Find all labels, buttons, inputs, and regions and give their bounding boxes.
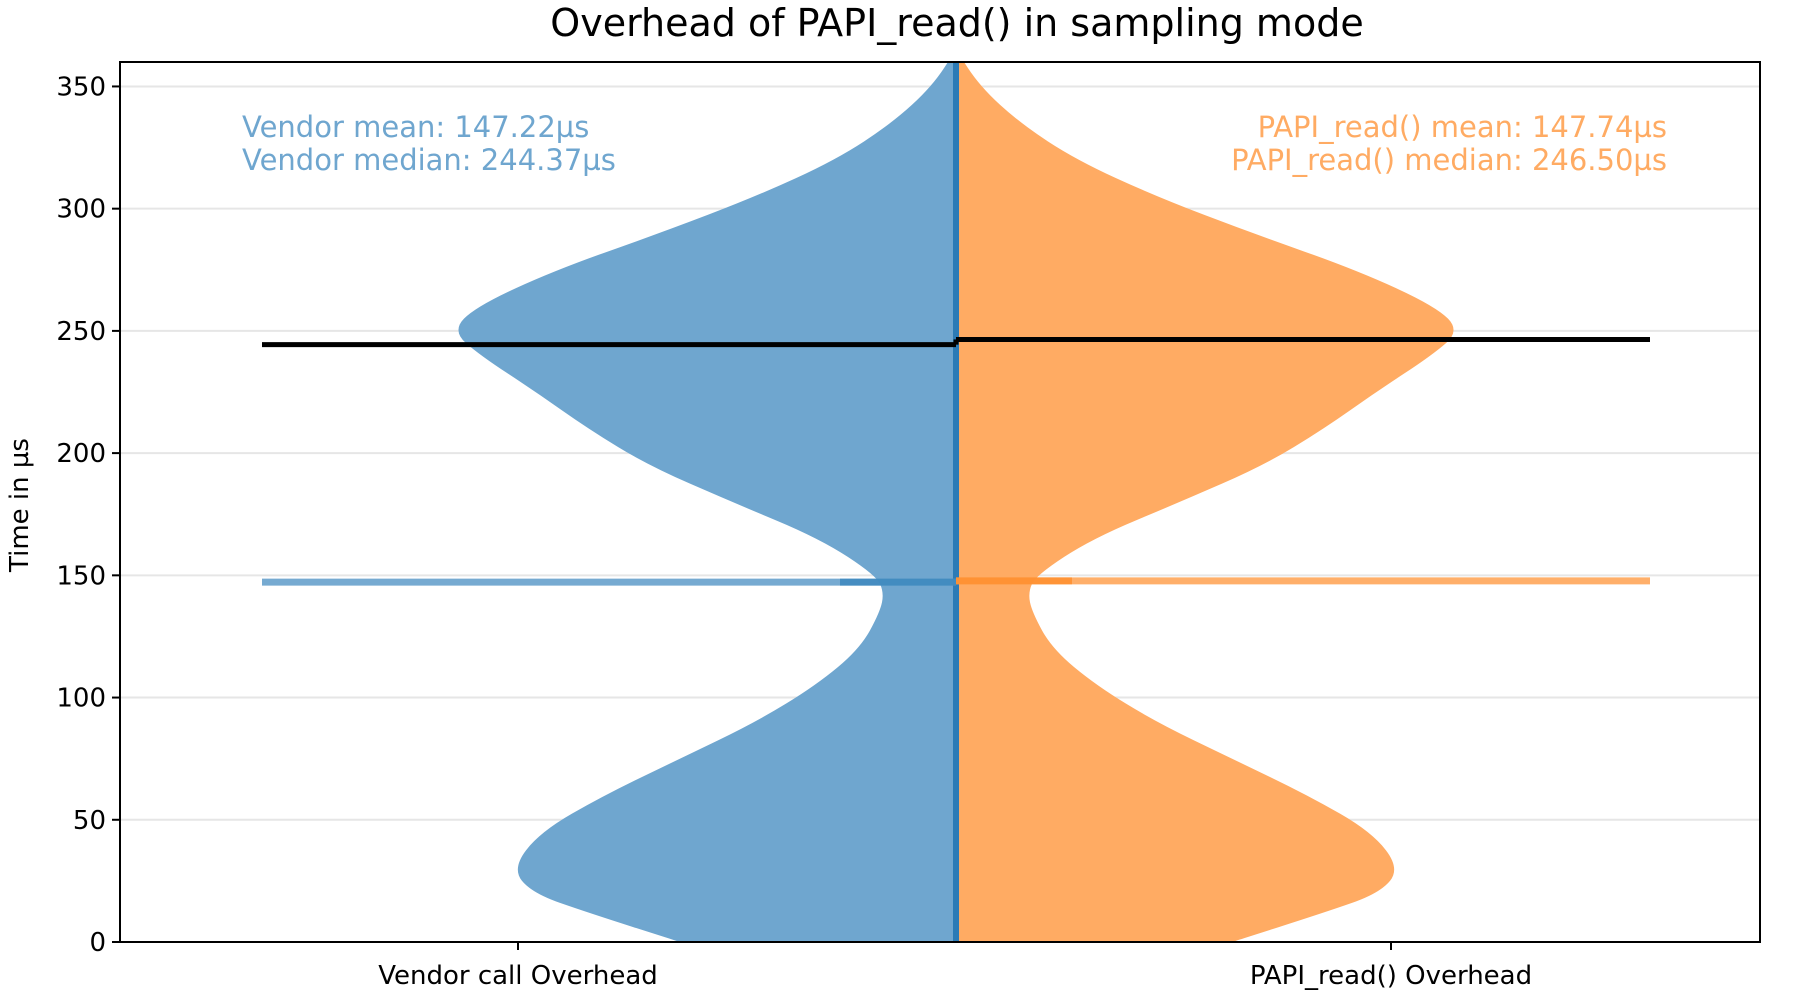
x-tick-label: Vendor call Overhead (378, 961, 658, 991)
x-tick-label: PAPI_read() Overhead (1250, 961, 1532, 991)
y-tick-label: 250 (56, 317, 106, 347)
annotation-left-mean: Vendor mean: 147.22µs (242, 110, 589, 144)
y-tick-label: 200 (56, 439, 106, 469)
violin-left (458, 62, 956, 942)
y-tick-label: 100 (56, 684, 106, 714)
y-axis-label: Time in µs (5, 438, 35, 573)
y-tick-label: 0 (89, 928, 106, 958)
y-tick-label: 300 (56, 195, 106, 225)
y-tick-label: 50 (73, 806, 106, 836)
violin-right (956, 62, 1454, 942)
chart-title: Overhead of PAPI_read() in sampling mode (550, 1, 1363, 45)
y-tick-label: 350 (56, 72, 106, 102)
y-tick-label: 150 (56, 561, 106, 591)
plot-frame (119, 61, 1761, 943)
violin-layer (458, 62, 1454, 942)
axes: 0 50 100 150 200 250 300 350 Vendor call Overhea… (56, 61, 1761, 991)
annotation-right-median: PAPI_read() median: 246.50µs (1231, 143, 1667, 177)
annotation-left-median: Vendor median: 244.37µs (242, 143, 616, 177)
annotation-right-mean: PAPI_read() mean: 147.74µs (1258, 110, 1667, 144)
summary-lines (262, 62, 1650, 942)
